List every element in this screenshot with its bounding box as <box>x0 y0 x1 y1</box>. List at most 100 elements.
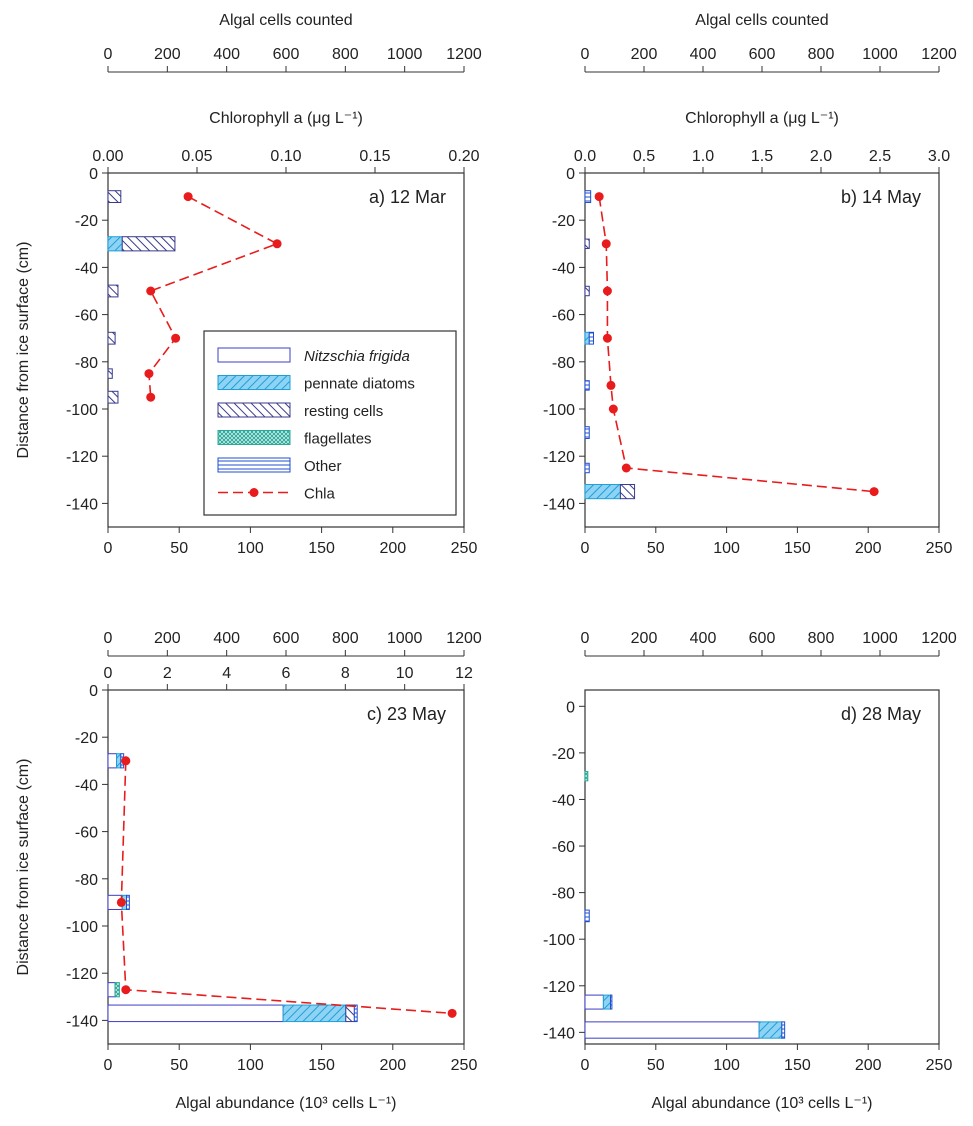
chla-point <box>602 286 612 296</box>
x-tick-label: 200 <box>855 540 882 557</box>
x-tick-label: 50 <box>170 1057 188 1074</box>
top-axis-chla-tick-label: 4 <box>222 665 231 682</box>
legend-swatch-flagellates <box>217 430 291 445</box>
bar-segment-flagellates <box>114 982 120 998</box>
chla-point <box>146 392 156 402</box>
x-axis-label: Algal abundance (10³ cells L⁻¹) <box>175 1095 396 1112</box>
bar-segment-other <box>584 462 590 474</box>
top-axis-chla-title: Chlorophyll a (μg L⁻¹) <box>685 110 839 127</box>
x-tick-label: 50 <box>647 540 665 557</box>
chla-point <box>272 239 282 249</box>
x-tick-label: 0 <box>104 540 113 557</box>
bar-segment-resting <box>107 390 119 404</box>
panel-3: 0 50 100 150 200 2500-20-40-60-80-100-120-140… <box>15 630 482 1112</box>
bar-segment-other <box>126 894 130 910</box>
top-axis-chla-tick-label: 2.0 <box>810 148 832 165</box>
bar-segment-pennate <box>584 484 621 500</box>
top-axis-cells-tick-label: 800 <box>332 630 359 647</box>
chla-point <box>121 985 131 995</box>
bar-segment-other <box>781 1021 786 1039</box>
panel-4: 0 50 100 150 200 250 0 -20 -40 -60 -80 -100 -120 -140… <box>543 630 957 1112</box>
bar-segment-other <box>353 1004 358 1023</box>
legend-swatch-resting <box>217 402 291 418</box>
bar-segment-resting <box>619 484 636 500</box>
panel-label: b) 14 May <box>841 187 921 207</box>
top-axis-cells-tick-label: 600 <box>273 630 300 647</box>
top-axis-cells-tick-label: 0 <box>104 630 113 647</box>
plot-frame <box>584 689 940 1045</box>
x-tick-label: 150 <box>784 1057 811 1074</box>
panel-label: a) 12 Mar <box>369 187 446 207</box>
x-tick-label: 100 <box>713 1057 740 1074</box>
y-tick-label: -120 <box>543 979 575 996</box>
y-tick-label: -20 <box>75 730 98 747</box>
chla-point <box>621 463 631 473</box>
x-tick-label: 250 <box>451 1057 478 1074</box>
bar-segment-pennate <box>116 753 122 769</box>
top-axis-chla-tick-label: 12 <box>455 665 473 682</box>
top-axis-chla-tick-label: 0.15 <box>359 148 390 165</box>
top-axis-chla-tick-label: 0.00 <box>92 148 123 165</box>
top-axis-chla-tick-label: 1.0 <box>692 148 714 165</box>
top-axis-cells-tick-label: 600 <box>749 630 776 647</box>
x-tick-label: 50 <box>170 540 188 557</box>
legend-label-chla: Chla <box>304 486 336 503</box>
panel-1: 0 50 100 150 200 250 0 -20 -40 -60 -80 -100 -120 -140… <box>15 12 482 557</box>
chla-point <box>606 380 616 390</box>
top-axis-cells-tick-label: 800 <box>332 46 359 63</box>
legend-swatch-pennate <box>217 375 291 390</box>
y-tick-label: -80 <box>75 355 98 372</box>
x-tick-label: 200 <box>379 540 406 557</box>
top-axis-cells-title: Algal cells counted <box>695 12 828 29</box>
legend-label-resting: resting cells <box>304 403 383 420</box>
y-tick-label: -120 <box>66 966 98 983</box>
top-axis-cells-tick-label: 400 <box>213 630 240 647</box>
chla-point <box>116 897 126 907</box>
top-axis-chla-title: Chlorophyll a (μg L⁻¹) <box>209 110 363 127</box>
chla-point <box>601 239 611 249</box>
y-tick-label: -100 <box>66 402 98 419</box>
bar-segment-other <box>584 426 590 440</box>
chla-line <box>120 760 453 1015</box>
bar-segment-resting <box>107 368 113 379</box>
y-axis-label: Distance from ice surface (cm) <box>15 242 32 459</box>
legend-label-pennate: pennate diatoms <box>304 376 415 393</box>
top-axis-cells-tick-label: 0 <box>104 46 113 63</box>
top-axis-cells-tick-label: 0 <box>581 630 590 647</box>
x-tick-label: 150 <box>784 540 811 557</box>
x-tick-label: 0 <box>104 1057 113 1074</box>
top-axis-chla-tick-label: 8 <box>341 665 350 682</box>
top-axis-cells-tick-label: 1000 <box>862 630 898 647</box>
legend-label-flagellates: flagellates <box>304 431 372 448</box>
top-axis-cells-tick-label: 600 <box>273 46 300 63</box>
bar-segment-pennate <box>107 236 123 252</box>
bar-segment-resting <box>584 285 590 297</box>
y-tick-label: -120 <box>66 449 98 466</box>
bar-segment-nitzschia <box>107 753 118 769</box>
top-axis-chla-tick-label: 6 <box>282 665 291 682</box>
legend-label-nitzschia: Nitzschia frigida <box>304 348 410 365</box>
bar-segment-other <box>609 994 613 1010</box>
chla-point <box>171 333 181 343</box>
chla-line <box>598 196 875 493</box>
y-tick-label: -40 <box>552 792 575 809</box>
plot-frame <box>107 689 465 1045</box>
top-axis-chla-tick-label: 0 <box>104 665 113 682</box>
y-tick-label: 0 <box>89 683 98 700</box>
y-tick-label: -40 <box>75 260 98 277</box>
chla-point <box>602 333 612 343</box>
top-axis-cells-tick-label: 200 <box>631 46 658 63</box>
top-axis-cells-tick-label: 200 <box>154 630 181 647</box>
panel-2: 0 50 100 150 200 250 0 -20 -40 -60 -80 -100 -120 -140… <box>543 12 957 557</box>
top-axis-cells-tick-label: 1200 <box>921 630 957 647</box>
x-tick-label: 0 <box>581 1057 590 1074</box>
chla-point <box>869 487 879 497</box>
bar-segment-flagellates <box>584 771 589 782</box>
top-axis-cells-tick-label: 800 <box>808 630 835 647</box>
x-tick-label: 100 <box>713 540 740 557</box>
x-tick-label: 200 <box>379 1057 406 1074</box>
top-axis-cells-tick-label: 1200 <box>446 630 482 647</box>
top-axis-cells-tick-label: 1000 <box>387 46 423 63</box>
top-axis-chla-tick-label: 10 <box>396 665 414 682</box>
